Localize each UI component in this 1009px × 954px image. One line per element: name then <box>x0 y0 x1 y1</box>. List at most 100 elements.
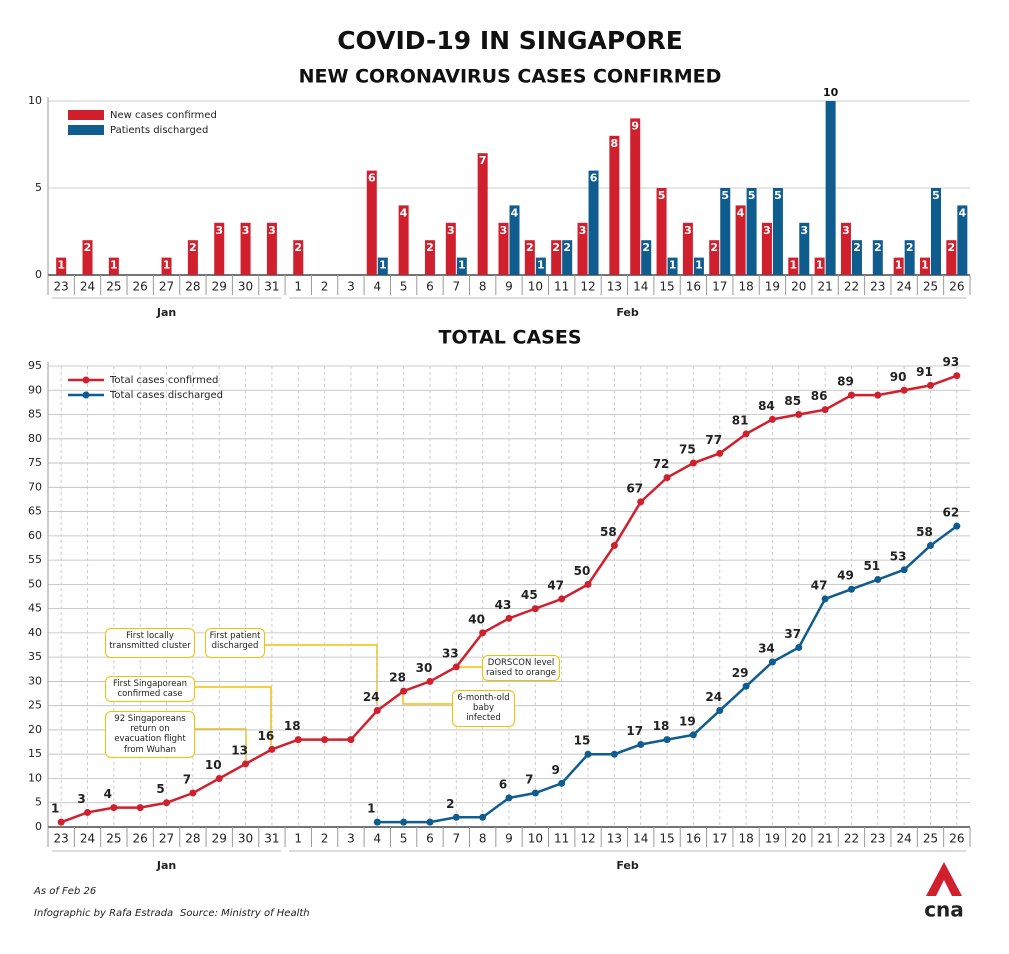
bar-label: 5 <box>774 189 782 202</box>
data-label: 1 <box>51 802 59 816</box>
x-tick-label: 28 <box>185 832 200 846</box>
bar <box>240 222 251 275</box>
point <box>768 415 776 423</box>
data-label: 43 <box>495 598 512 612</box>
bar <box>825 101 836 275</box>
bar <box>682 222 693 275</box>
point <box>558 595 566 603</box>
point <box>610 542 618 550</box>
point <box>821 406 829 414</box>
x-tick-label: 9 <box>505 280 513 294</box>
bar <box>551 240 562 275</box>
y-tick-label: 50 <box>28 577 42 590</box>
x-tick-label: 26 <box>133 280 148 294</box>
point <box>716 449 724 457</box>
y-tick-label: 15 <box>28 747 42 760</box>
x-tick-label: 19 <box>765 832 780 846</box>
x-tick-label: 22 <box>844 832 859 846</box>
point <box>874 576 882 584</box>
point <box>689 731 697 739</box>
point <box>373 707 381 715</box>
x-tick-label: 24 <box>897 280 912 294</box>
x-tick-label: 20 <box>791 280 806 294</box>
data-label: 75 <box>679 443 696 457</box>
data-label: 47 <box>547 578 564 592</box>
y-tick-label: 0 <box>35 820 42 833</box>
bar-label: 2 <box>426 241 434 254</box>
point <box>768 658 776 666</box>
bar <box>509 205 520 275</box>
point <box>242 760 250 768</box>
bar-label: 6 <box>368 172 376 185</box>
x-tick-label: 17 <box>712 280 727 294</box>
x-tick-label: 17 <box>712 832 727 846</box>
x-tick-label: 7 <box>452 832 460 846</box>
data-label: 34 <box>758 642 775 656</box>
y-tick-label: 60 <box>28 529 42 542</box>
data-label: 4 <box>104 787 112 801</box>
y-tick-label: 25 <box>28 699 42 712</box>
bar <box>398 205 409 275</box>
x-tick-label: 20 <box>791 832 806 846</box>
x-tick-label: 4 <box>373 280 381 294</box>
y-tick-label: 0 <box>35 268 42 281</box>
data-label: 93 <box>942 355 959 369</box>
page-title: COVID-19 IN SINGAPORE <box>337 26 683 55</box>
bar <box>872 240 883 275</box>
bar <box>957 205 968 275</box>
y-tick-label: 95 <box>28 359 42 372</box>
x-tick-label: 31 <box>264 832 279 846</box>
bar <box>720 188 731 275</box>
bar <box>814 257 825 275</box>
legend-marker <box>82 391 90 399</box>
data-label: 49 <box>837 569 854 583</box>
x-tick-label: 25 <box>923 832 938 846</box>
logo-mark <box>926 862 962 896</box>
point <box>742 430 750 438</box>
connector <box>265 644 378 705</box>
chart-title: NEW CORONAVIRUS CASES CONFIRMED <box>299 66 722 88</box>
legend-label: Total cases discharged <box>109 390 223 401</box>
point <box>505 794 513 802</box>
x-tick-label: 10 <box>528 832 543 846</box>
data-label: 30 <box>416 661 433 675</box>
bar <box>840 222 851 275</box>
bar <box>445 222 456 275</box>
bar <box>667 257 678 275</box>
data-label: 45 <box>521 588 538 602</box>
x-tick-label: 14 <box>633 832 648 846</box>
bar <box>761 222 772 275</box>
point <box>163 799 171 807</box>
bar <box>187 240 198 275</box>
x-tick-label: 2 <box>321 280 329 294</box>
point <box>610 750 618 758</box>
x-tick-label: 27 <box>159 832 174 846</box>
x-tick-label: 24 <box>80 832 95 846</box>
bar-label: 3 <box>800 224 808 237</box>
data-label: 62 <box>942 506 959 520</box>
bar <box>893 257 904 275</box>
point <box>505 614 513 622</box>
data-label: 18 <box>284 719 301 733</box>
legend-label: New cases confirmed <box>110 110 217 121</box>
bar-label: 2 <box>294 241 302 254</box>
bar-label: 1 <box>789 259 797 272</box>
x-tick-label: 13 <box>607 280 622 294</box>
data-label: 84 <box>758 399 775 413</box>
bar <box>108 257 119 275</box>
data-label: 1 <box>367 802 375 816</box>
data-label: 24 <box>363 690 380 704</box>
x-tick-label: 10 <box>528 280 543 294</box>
data-label: 3 <box>77 792 85 806</box>
bar <box>577 222 588 275</box>
data-label: 29 <box>732 666 749 680</box>
bar <box>904 240 915 275</box>
bar-label: 2 <box>874 241 882 254</box>
bar-label: 4 <box>959 206 967 219</box>
bar-label: 1 <box>379 259 387 272</box>
bar-label: 5 <box>721 189 729 202</box>
bar-label: 5 <box>658 189 666 202</box>
bar <box>693 257 704 275</box>
